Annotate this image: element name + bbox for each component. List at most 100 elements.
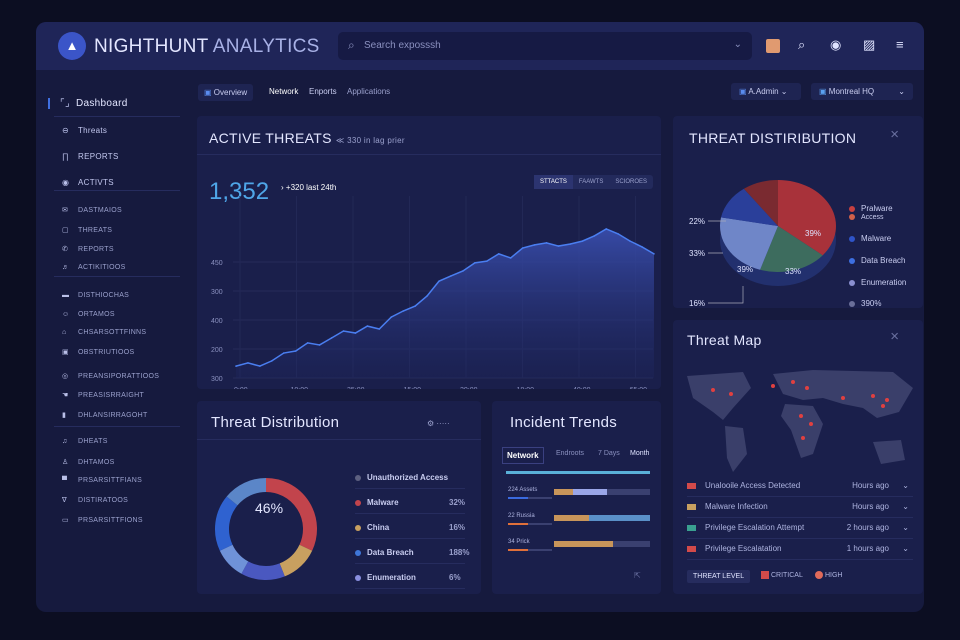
expand-icon[interactable]: ⇱ <box>634 571 641 580</box>
toggle-scioroes[interactable]: SCIOROES <box>615 179 648 185</box>
close-icon[interactable]: × <box>890 126 899 143</box>
chevron-down-icon[interactable]: ⌄ <box>902 523 909 532</box>
x-tick-label: 10:00 <box>291 387 309 389</box>
row-indicator <box>508 497 552 499</box>
search-input[interactable]: ⌕ Search exposssh ⌄ <box>338 32 752 60</box>
sidebar-item-dheats[interactable]: ♫ DHEATS <box>62 438 108 445</box>
threat-distribution-donut-panel: Threat Distribution ⚙ ····· 46% Unauthor… <box>197 401 481 594</box>
panel-title: ACTIVE THREATS ≪ 330 in lag prier <box>209 130 405 146</box>
sidebar-item-disthiochas[interactable]: ▬ DISTHIOCHAS <box>62 292 129 299</box>
toggle-faawts[interactable]: FAAWTS <box>578 179 604 185</box>
sidebar-item-label: CHSARSOTTFINNS <box>78 329 147 336</box>
chart-toggle: STTACTS FAAWTS SCIOROES <box>534 175 654 189</box>
sidebar-item-dhlansirragoht[interactable]: ▮ DHLANSIRRAGOHT <box>62 411 148 419</box>
search-icon: ⌕ <box>348 38 355 52</box>
event-row[interactable]: Privilege Escalation Attempt 2 hours ago ⌄ <box>687 519 913 539</box>
sidebar-item-label: DISTHIOCHAS <box>78 292 130 299</box>
x-tick-label: 0:00 <box>234 387 248 389</box>
panel-title: Threat Map <box>687 332 762 348</box>
event-row[interactable]: Unalooile Access Detected Hours ago ⌄ <box>687 477 913 497</box>
data-point <box>653 253 655 255</box>
brand: NIGHTHUNT ANALYTICS <box>94 36 320 57</box>
card-icon: ▬ <box>62 292 70 299</box>
sidebar-item-label: DHEATS <box>78 438 108 445</box>
options-icon[interactable]: ⚙ ····· <box>427 419 450 428</box>
x-tick-label: 65:00 <box>630 387 648 389</box>
location-dropdown[interactable]: ▣ Montreal HQ ⌄ <box>811 83 913 100</box>
row-bar <box>554 489 650 495</box>
sidebar-item-prsarsittfions[interactable]: ▭ PRSARSITTFIONS <box>62 516 143 524</box>
data-point <box>271 360 273 362</box>
activity-icon: ◉ <box>62 178 70 187</box>
divider <box>54 116 180 117</box>
home-icon: ⌂ <box>62 329 67 336</box>
sidebar-item-threats[interactable]: ⊖ Threats <box>62 126 107 135</box>
search-icon[interactable]: ⌕ <box>798 37 806 52</box>
pie-slice <box>778 180 836 256</box>
row-label: 22 Russia <box>508 513 535 519</box>
donut-segment <box>265 478 317 551</box>
sidebar-item-activts[interactable]: ◉ ACTIVTS <box>62 178 114 187</box>
data-point <box>342 330 345 332</box>
sidebar-item-label: ORTAMOS <box>78 311 115 318</box>
chevron-down-icon[interactable]: ⌄ <box>902 481 909 490</box>
tab-network[interactable]: Network <box>269 87 299 96</box>
threat-count: 1,352 <box>209 178 270 205</box>
sidebar-item-obstriutioos[interactable]: ▣ OBSTRIUTIOOS <box>62 348 135 356</box>
edit-icon[interactable]: ▨ <box>863 37 876 52</box>
sidebar-item-dashboard[interactable]: ⌜⌟ Dashboard <box>48 98 128 109</box>
sidebar-item-dastmaios[interactable]: ✉ DASTMAIOS <box>62 206 122 214</box>
sidebar-item-threats[interactable]: ▢ THREATS <box>62 226 112 234</box>
row-bar <box>554 515 650 521</box>
event-row[interactable]: Privilege Escalatation 1 hours ago ⌄ <box>687 540 913 560</box>
menu-icon[interactable]: ≡ <box>896 37 904 52</box>
sidebar-item-label: ACTIKITIOOS <box>78 264 126 271</box>
row-label: 34 Prick <box>508 539 530 545</box>
sidebar-item-prsarsittfians[interactable]: ▀ PRSARSITTFIANS <box>62 477 142 484</box>
user-dropdown[interactable]: ▣ A.Admin ⌄ <box>731 83 801 100</box>
sidebar-item-reports[interactable]: ∏ REPORTS <box>62 152 119 161</box>
pie-chart: 39% 33% 39% 22% 33% 16% <box>689 180 836 308</box>
tab-network[interactable]: Network <box>502 447 544 464</box>
record-icon[interactable]: ◉ <box>830 37 842 52</box>
chevron-down-icon[interactable]: ⌄ <box>733 39 742 50</box>
toggle-attacts[interactable]: STTACTS <box>534 175 573 189</box>
donut-segment <box>241 561 285 580</box>
alert-icon[interactable] <box>766 39 780 53</box>
chevron-down-icon[interactable]: ⌄ <box>902 544 909 553</box>
x-tick-label: 40:00 <box>573 387 591 389</box>
data-point <box>462 270 464 272</box>
data-point <box>617 233 619 235</box>
tab-month[interactable]: Month <box>630 450 650 457</box>
tab-endroots[interactable]: Endroots <box>556 450 585 457</box>
sidebar-item-reports[interactable]: ✆ REPORTS <box>62 245 114 253</box>
tab-enports[interactable]: Enports <box>309 87 337 96</box>
tab-overview[interactable]: ▣ Overview <box>198 84 254 101</box>
data-point <box>318 344 321 346</box>
data-point <box>390 316 393 318</box>
severity-icon <box>687 545 696 552</box>
tab-7-days[interactable]: 7 Days <box>598 450 620 457</box>
close-icon[interactable]: × <box>890 328 899 345</box>
box-icon: ▣ <box>62 349 69 356</box>
x-tick-label: 15:00 <box>404 387 422 389</box>
sidebar-item-chsarsottfinns[interactable]: ⌂ CHSARSOTTFINNS <box>62 329 146 336</box>
event-row[interactable]: Malware Infection Hours ago ⌄ <box>687 498 913 518</box>
sidebar-item-distiratoos[interactable]: ∇ DISTIRATOOS <box>62 496 128 504</box>
sidebar-item-dhtamos[interactable]: ♙ DHTAMOS <box>62 458 115 466</box>
data-point <box>282 352 285 354</box>
incident-trends-panel: Incident Trends Network Endroots 7 Days Mon… <box>492 401 661 594</box>
divider <box>54 426 180 427</box>
data-point <box>533 244 536 246</box>
sidebar-item-ortamos[interactable]: ☺ ORTAMOS <box>62 311 115 318</box>
y-tick-label: 200 <box>211 347 223 354</box>
x-tick-label: 20:00 <box>460 387 478 389</box>
sidebar-item-label: REPORTS <box>78 246 114 253</box>
sidebar-item-preansiporattioos[interactable]: ◎ PREANSIPORATTIOOS <box>62 372 159 380</box>
sidebar-item-actikitioos[interactable]: ♬ ACTIKITIOOS <box>62 264 126 271</box>
slice-label: 39% <box>805 229 821 238</box>
sidebar-item-preasisrraight[interactable]: ☚ PREASISRRAIGHT <box>62 391 144 399</box>
sidebar: ⌜⌟ Dashboard ⊖ Threats ∏ REPORTS ◉ ACTIVTS ✉ DAST… <box>48 88 186 610</box>
chevron-down-icon[interactable]: ⌄ <box>902 502 909 511</box>
tab-applications[interactable]: Applications <box>347 87 391 96</box>
